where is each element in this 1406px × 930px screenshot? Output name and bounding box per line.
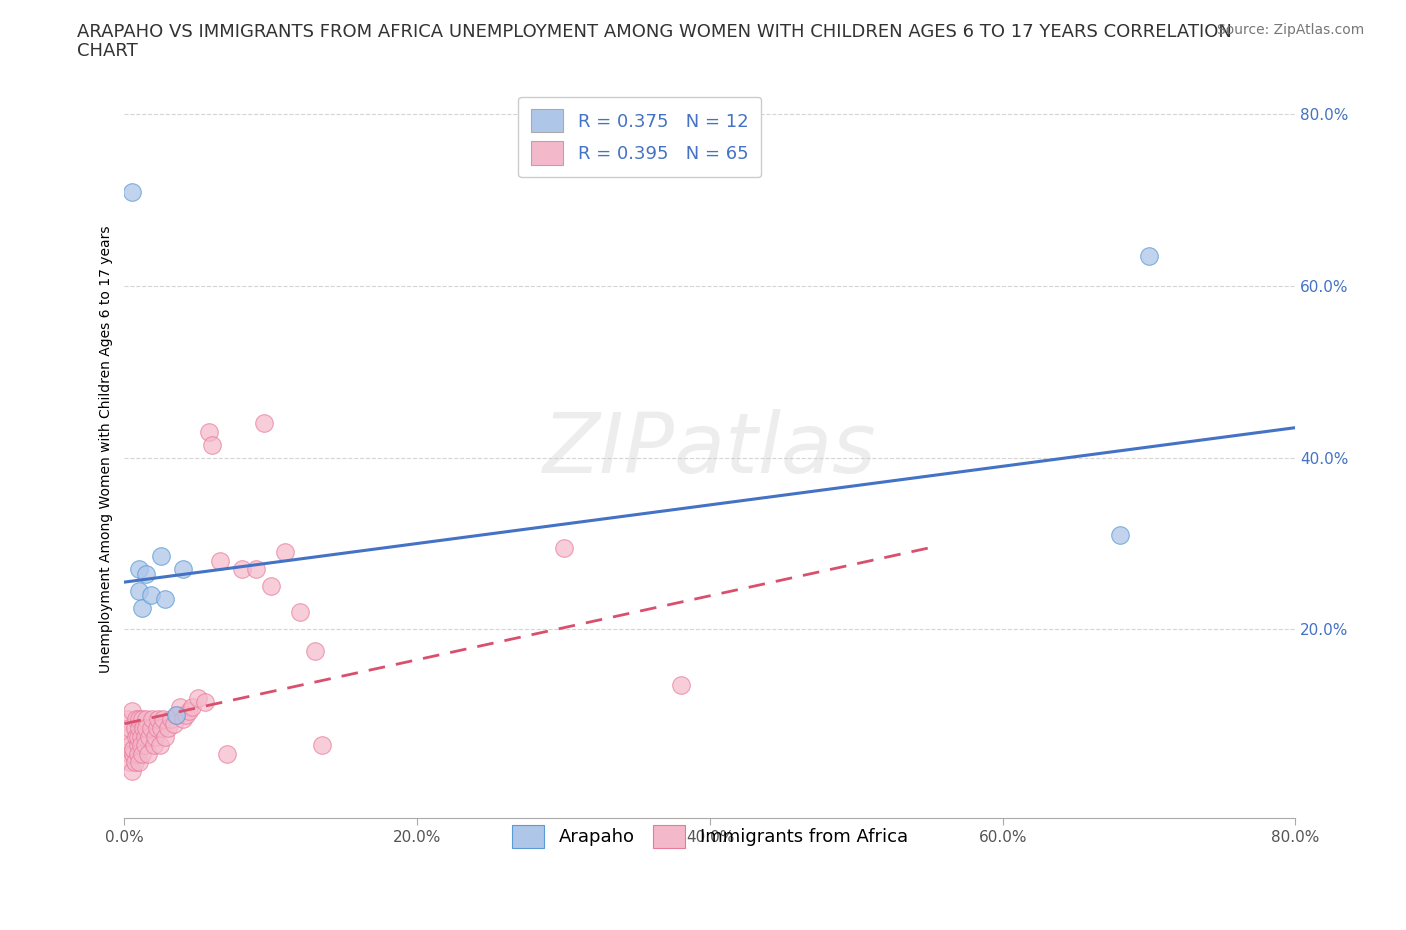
Point: [118, 729, 141, 744]
Point: [135, 721, 157, 736]
Point: [274, 545, 297, 560]
Point: [128, 562, 150, 577]
Point: [136, 746, 159, 761]
Point: [142, 737, 165, 752]
Point: [135, 566, 157, 581]
Point: [128, 712, 150, 727]
Point: [145, 721, 167, 736]
Point: [141, 712, 163, 727]
Point: [129, 729, 152, 744]
Y-axis label: Unemployment Among Women with Children Ages 6 to 17 years: Unemployment Among Women with Children A…: [100, 225, 114, 672]
Point: [169, 699, 191, 714]
Point: [120, 755, 142, 770]
Point: [124, 755, 146, 770]
Point: [131, 712, 153, 727]
Point: [163, 716, 186, 731]
Point: [260, 579, 283, 594]
Text: ARAPAHO VS IMMIGRANTS FROM AFRICA UNEMPLOYMENT AMONG WOMEN WITH CHILDREN AGES 6 : ARAPAHO VS IMMIGRANTS FROM AFRICA UNEMPL…: [77, 23, 1232, 41]
Point: [122, 746, 145, 761]
Point: [122, 742, 145, 757]
Point: [149, 737, 172, 752]
Point: [134, 737, 156, 752]
Text: Source: ZipAtlas.com: Source: ZipAtlas.com: [1216, 23, 1364, 37]
Point: [127, 729, 149, 744]
Point: [132, 721, 155, 736]
Point: [125, 729, 148, 744]
Point: [138, 729, 160, 744]
Point: [215, 746, 238, 761]
Point: [198, 424, 221, 439]
Point: [157, 721, 180, 736]
Point: [134, 729, 156, 744]
Point: [1108, 527, 1130, 542]
Point: [177, 703, 200, 718]
Point: [118, 721, 141, 736]
Point: [160, 712, 183, 727]
Point: [194, 695, 217, 710]
Point: [166, 708, 188, 723]
Point: [128, 721, 150, 736]
Point: [172, 712, 194, 727]
Point: [155, 591, 177, 606]
Point: [146, 712, 169, 727]
Point: [150, 549, 173, 564]
Point: [187, 690, 209, 705]
Text: ZIPatlas: ZIPatlas: [543, 408, 877, 489]
Point: [135, 712, 157, 727]
Point: [127, 737, 149, 752]
Point: [165, 708, 187, 723]
Point: [139, 588, 162, 603]
Point: [128, 755, 150, 770]
Point: [152, 712, 174, 727]
Point: [127, 746, 149, 761]
Legend: Arapaho, Immigrants from Africa: Arapaho, Immigrants from Africa: [499, 812, 921, 861]
Point: [143, 729, 166, 744]
Point: [180, 699, 202, 714]
Text: CHART: CHART: [77, 42, 138, 60]
Point: [121, 764, 143, 778]
Point: [245, 562, 267, 577]
Point: [288, 604, 311, 619]
Point: [208, 553, 231, 568]
Point: [139, 721, 162, 736]
Point: [121, 184, 143, 199]
Point: [131, 601, 153, 616]
Point: [252, 416, 274, 431]
Point: [311, 737, 333, 752]
Point: [150, 721, 173, 736]
Point: [121, 703, 143, 718]
Point: [131, 746, 153, 761]
Point: [231, 562, 253, 577]
Point: [120, 746, 142, 761]
Point: [124, 721, 146, 736]
Point: [155, 729, 177, 744]
Point: [172, 562, 194, 577]
Point: [201, 437, 224, 452]
Point: [117, 712, 139, 727]
Point: [128, 583, 150, 598]
Point: [129, 737, 152, 752]
Point: [1137, 248, 1160, 263]
Point: [553, 540, 575, 555]
Point: [669, 678, 692, 693]
Point: [174, 708, 197, 723]
Point: [120, 737, 142, 752]
Point: [125, 712, 148, 727]
Point: [304, 644, 326, 658]
